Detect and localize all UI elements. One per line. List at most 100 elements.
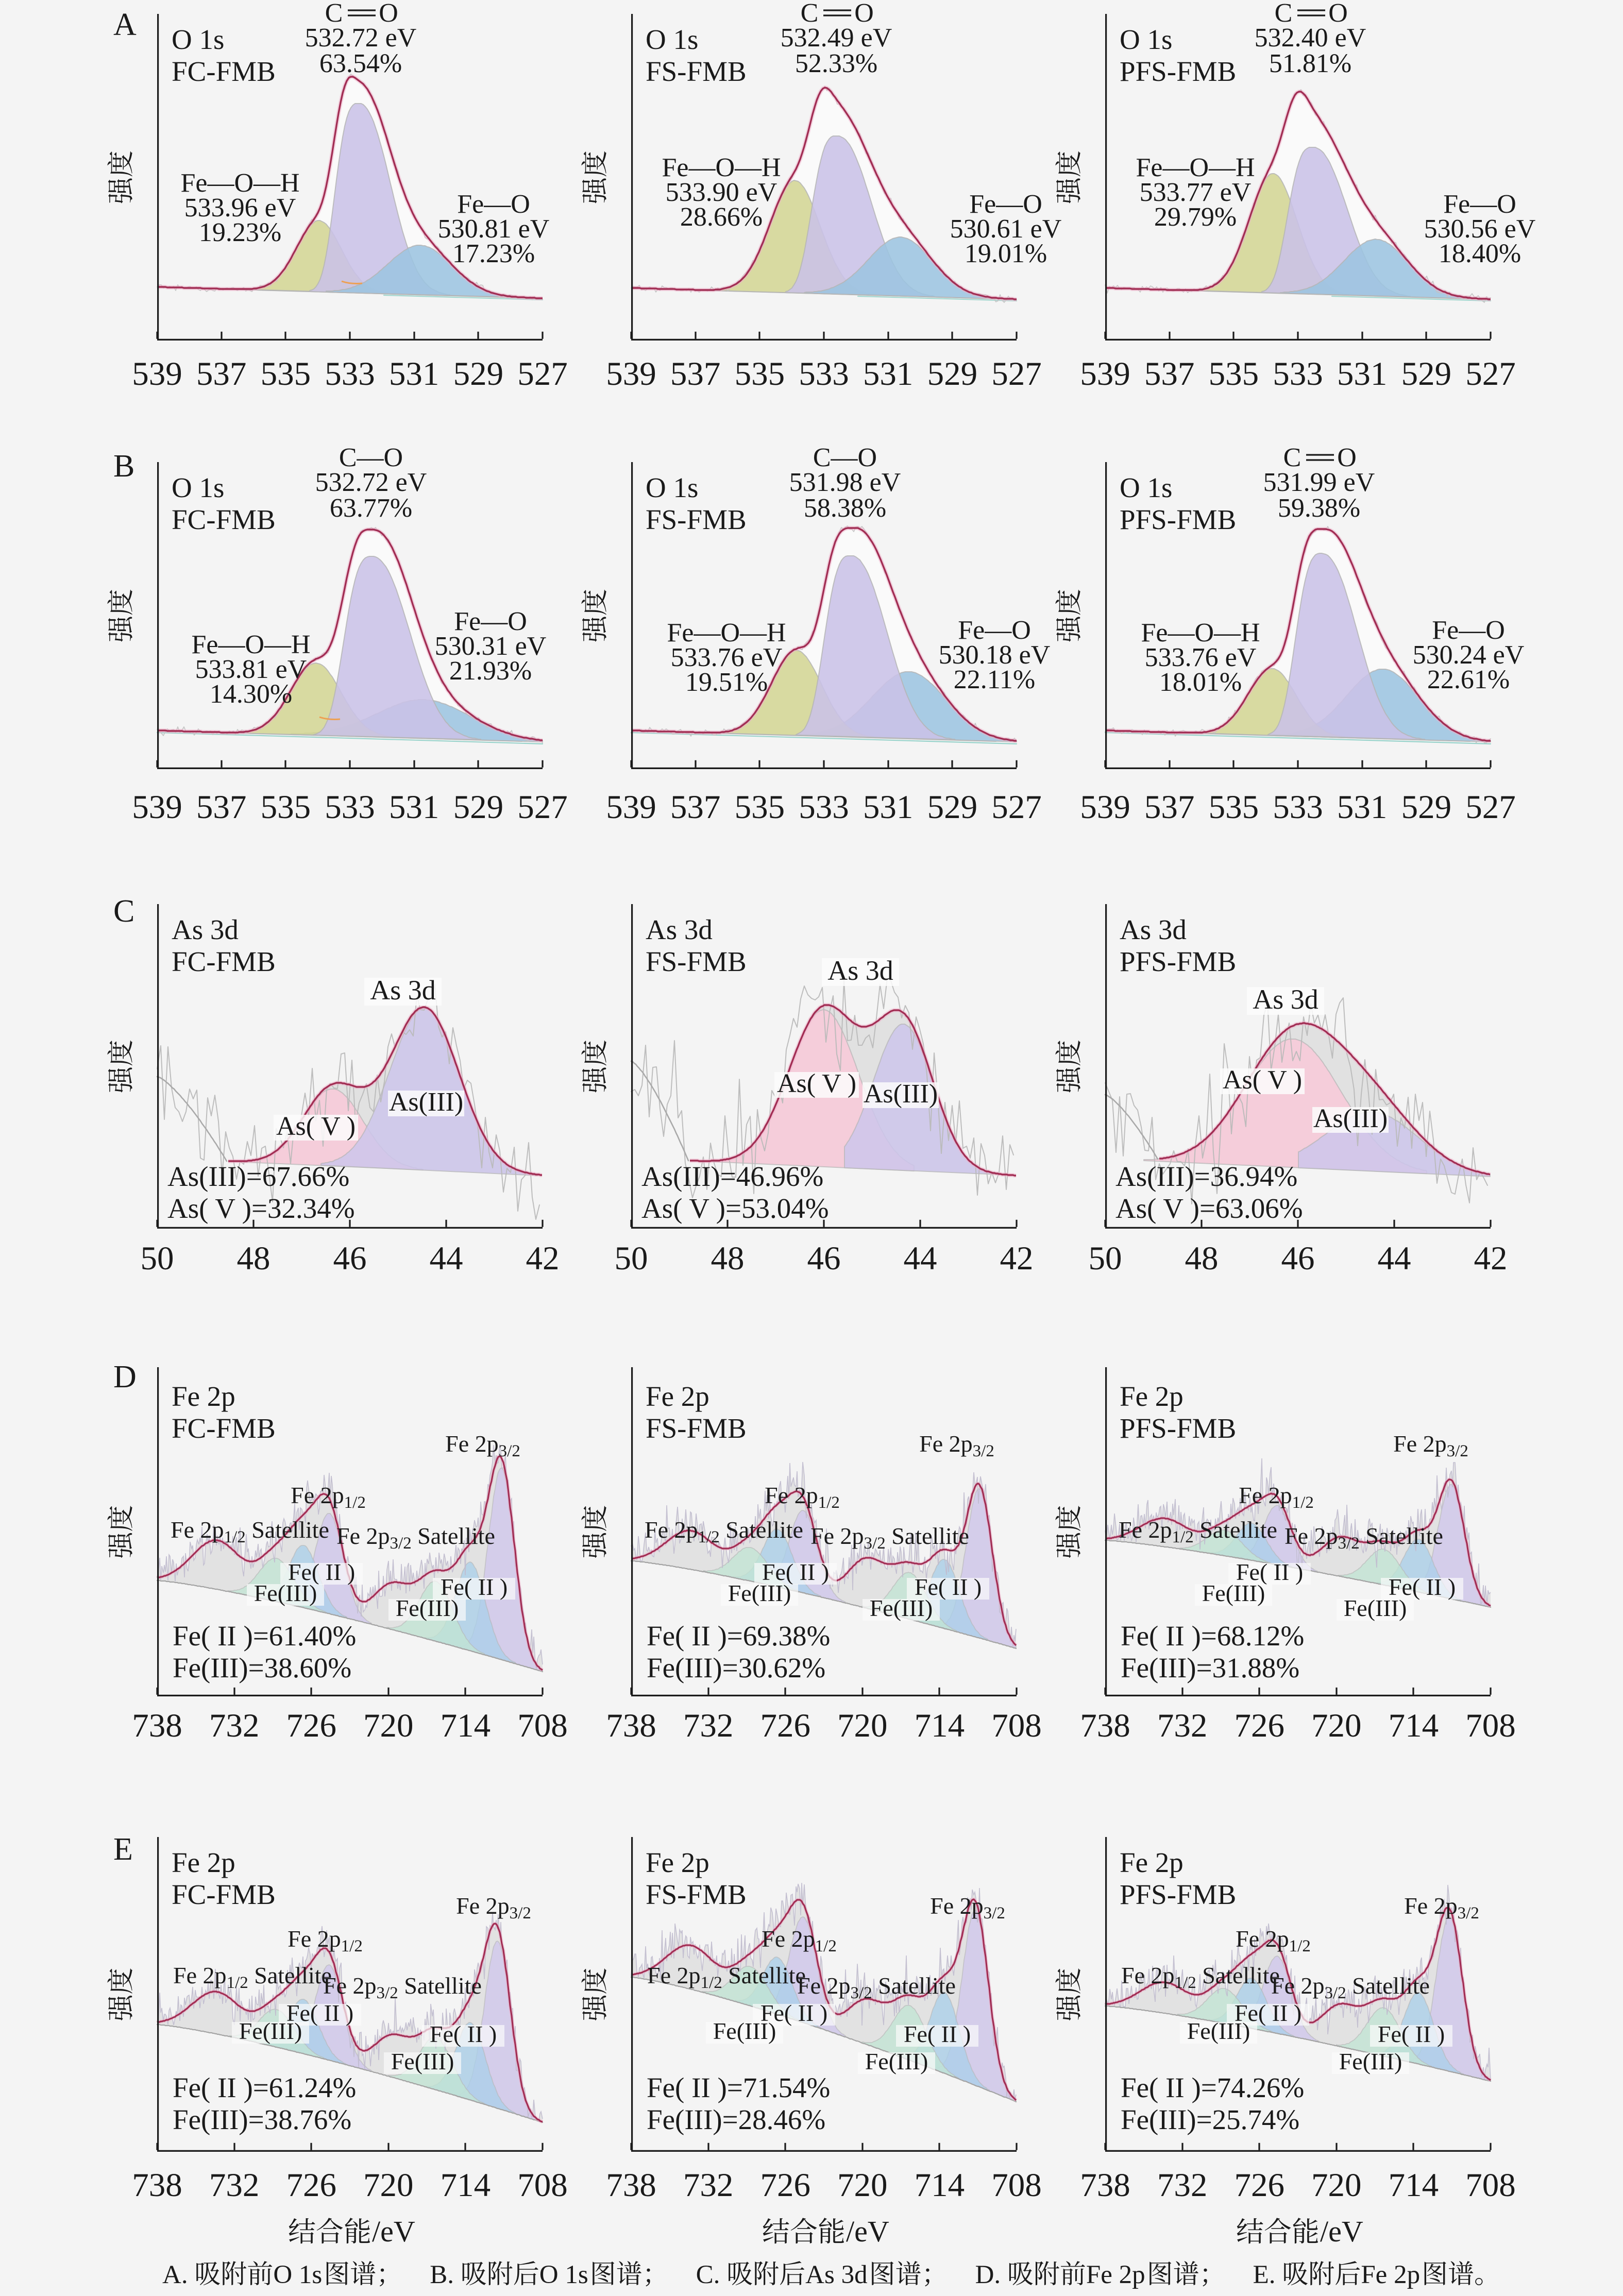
svg-text:532.49 eV: 532.49 eV: [781, 23, 892, 53]
svg-text:Fe 2p: Fe 2p: [1120, 1381, 1184, 1412]
svg-text:B: B: [113, 449, 134, 484]
svg-text:732: 732: [683, 1707, 734, 1744]
svg-text:Fe 2p1/2 Satellite: Fe 2p1/2 Satellite: [171, 1517, 329, 1546]
svg-text:As 3d: As 3d: [1120, 914, 1187, 945]
svg-text:537: 537: [196, 789, 247, 826]
svg-text:As( V )=53.04%: As( V )=53.04%: [641, 1193, 829, 1224]
svg-text:O 1s: O 1s: [1120, 24, 1172, 55]
svg-text:FS-FMB: FS-FMB: [646, 946, 747, 977]
svg-text:58.38%: 58.38%: [804, 494, 886, 523]
svg-text:Fe 2p: Fe 2p: [1120, 1847, 1184, 1878]
svg-text:Fe 2p1/2 Satellite: Fe 2p1/2 Satellite: [1121, 1962, 1280, 1992]
svg-text:/eV: /eV: [846, 2215, 889, 2248]
svg-text:738: 738: [606, 1707, 656, 1744]
svg-text:533: 533: [325, 789, 375, 826]
svg-text:708: 708: [991, 2167, 1042, 2204]
svg-text:708: 708: [1465, 2167, 1516, 2204]
svg-text:530.56 eV: 530.56 eV: [1424, 214, 1536, 244]
svg-text:E: E: [113, 1832, 133, 1867]
svg-text:PFS-FMB: PFS-FMB: [1120, 504, 1236, 535]
svg-text:As 3d: As 3d: [172, 914, 239, 945]
svg-text:539: 539: [132, 355, 182, 393]
svg-text:48: 48: [1185, 1240, 1219, 1277]
svg-text:527: 527: [517, 789, 568, 826]
svg-text:530.81 eV: 530.81 eV: [438, 214, 550, 244]
svg-text:529: 529: [453, 355, 504, 393]
svg-text:29.79%: 29.79%: [1154, 202, 1237, 232]
svg-text:FC-FMB: FC-FMB: [172, 504, 276, 535]
svg-text:46: 46: [333, 1240, 367, 1277]
svg-text:532.72 eV: 532.72 eV: [305, 23, 417, 53]
svg-text:532.72 eV: 532.72 eV: [315, 468, 427, 497]
svg-text:Fe 2p: Fe 2p: [646, 1847, 709, 1878]
svg-text:Fe 2p1/2: Fe 2p1/2: [762, 1926, 837, 1955]
svg-text:531: 531: [863, 355, 914, 393]
svg-text:Fe 2p3/2 Satellite: Fe 2p3/2 Satellite: [1284, 1523, 1443, 1553]
svg-text:533: 533: [325, 355, 375, 393]
svg-text:C: C: [113, 894, 134, 929]
svg-text:46: 46: [807, 1240, 841, 1277]
svg-text:As(III)=46.96%: As(III)=46.96%: [641, 1161, 823, 1192]
svg-text:Fe( II )=61.40%: Fe( II )=61.40%: [173, 1620, 356, 1652]
svg-text:As( V ): As( V ): [777, 1069, 856, 1098]
svg-text:PFS-FMB: PFS-FMB: [1120, 56, 1236, 87]
svg-text:Fe 2p1/2 Satellite: Fe 2p1/2 Satellite: [647, 1962, 806, 1992]
svg-text:19.51%: 19.51%: [685, 668, 768, 697]
svg-text:533.81 eV: 533.81 eV: [195, 655, 307, 684]
svg-text:535: 535: [735, 355, 785, 393]
svg-text:As 3d: As 3d: [805, 2260, 867, 2289]
svg-text:42: 42: [1000, 1240, 1034, 1277]
svg-text:22.11%: 22.11%: [954, 665, 1035, 694]
svg-text:Fe(III): Fe(III): [254, 1580, 317, 1606]
svg-text:Fe(III)=38.76%: Fe(III)=38.76%: [173, 2104, 351, 2135]
svg-text:708: 708: [1465, 1707, 1516, 1744]
svg-text:Fe(III): Fe(III): [865, 2048, 928, 2074]
svg-text:714: 714: [441, 1707, 491, 1744]
svg-text:17.23%: 17.23%: [452, 239, 535, 268]
svg-text:738: 738: [1080, 1707, 1130, 1744]
svg-text:531: 531: [389, 355, 439, 393]
svg-text:708: 708: [517, 2167, 568, 2204]
svg-text:732: 732: [1157, 1707, 1208, 1744]
svg-text:Fe(III): Fe(III): [239, 2018, 302, 2044]
svg-text:As(III): As(III): [1313, 1104, 1388, 1133]
svg-text:527: 527: [1465, 789, 1516, 826]
svg-text:Fe( II )=69.38%: Fe( II )=69.38%: [647, 1620, 830, 1652]
svg-text:537: 537: [670, 355, 721, 393]
svg-text:535: 535: [1209, 355, 1259, 393]
svg-text:714: 714: [915, 2167, 965, 2204]
svg-text:As(III)=67.66%: As(III)=67.66%: [167, 1161, 349, 1192]
svg-text:535: 535: [1209, 789, 1259, 826]
svg-text:726: 726: [760, 1707, 810, 1744]
svg-text:708: 708: [991, 1707, 1042, 1744]
svg-text:527: 527: [991, 789, 1042, 826]
svg-text:PFS-FMB: PFS-FMB: [1120, 1413, 1236, 1444]
svg-text:42: 42: [1474, 1240, 1508, 1277]
svg-text:529: 529: [927, 355, 978, 393]
svg-text:533: 533: [799, 355, 849, 393]
svg-text:726: 726: [286, 2167, 336, 2204]
svg-text:738: 738: [1080, 2167, 1130, 2204]
svg-text:720: 720: [1311, 2167, 1362, 2204]
svg-text:As( V )=32.34%: As( V )=32.34%: [167, 1193, 355, 1224]
svg-text:22.61%: 22.61%: [1427, 665, 1510, 694]
svg-text:14.30%: 14.30%: [210, 679, 292, 709]
svg-text:O 1s: O 1s: [646, 472, 698, 503]
svg-text:O: O: [854, 0, 874, 28]
svg-text:Fe—O—H: Fe—O—H: [667, 618, 786, 648]
svg-text:738: 738: [132, 1707, 182, 1744]
svg-text:732: 732: [1157, 2167, 1208, 2204]
svg-text:Fe 2p1/2 Satellite: Fe 2p1/2 Satellite: [1119, 1517, 1277, 1546]
svg-text:Fe( II )=61.24%: Fe( II )=61.24%: [173, 2072, 356, 2103]
svg-text:PFS-FMB: PFS-FMB: [1120, 946, 1236, 977]
svg-text:48: 48: [711, 1240, 745, 1277]
svg-text:19.01%: 19.01%: [965, 239, 1047, 268]
svg-text:Fe(III): Fe(III): [1344, 1595, 1407, 1621]
svg-text:51.81%: 51.81%: [1269, 49, 1351, 78]
svg-text:Fe( II ): Fe( II ): [441, 1574, 508, 1600]
svg-text:Fe(III)=31.88%: Fe(III)=31.88%: [1121, 1652, 1299, 1683]
svg-text:530.18 eV: 530.18 eV: [939, 640, 1051, 670]
svg-text:48: 48: [237, 1240, 270, 1277]
svg-text:Fe—O—H: Fe—O—H: [191, 630, 310, 659]
svg-text:O 1s: O 1s: [646, 24, 698, 55]
